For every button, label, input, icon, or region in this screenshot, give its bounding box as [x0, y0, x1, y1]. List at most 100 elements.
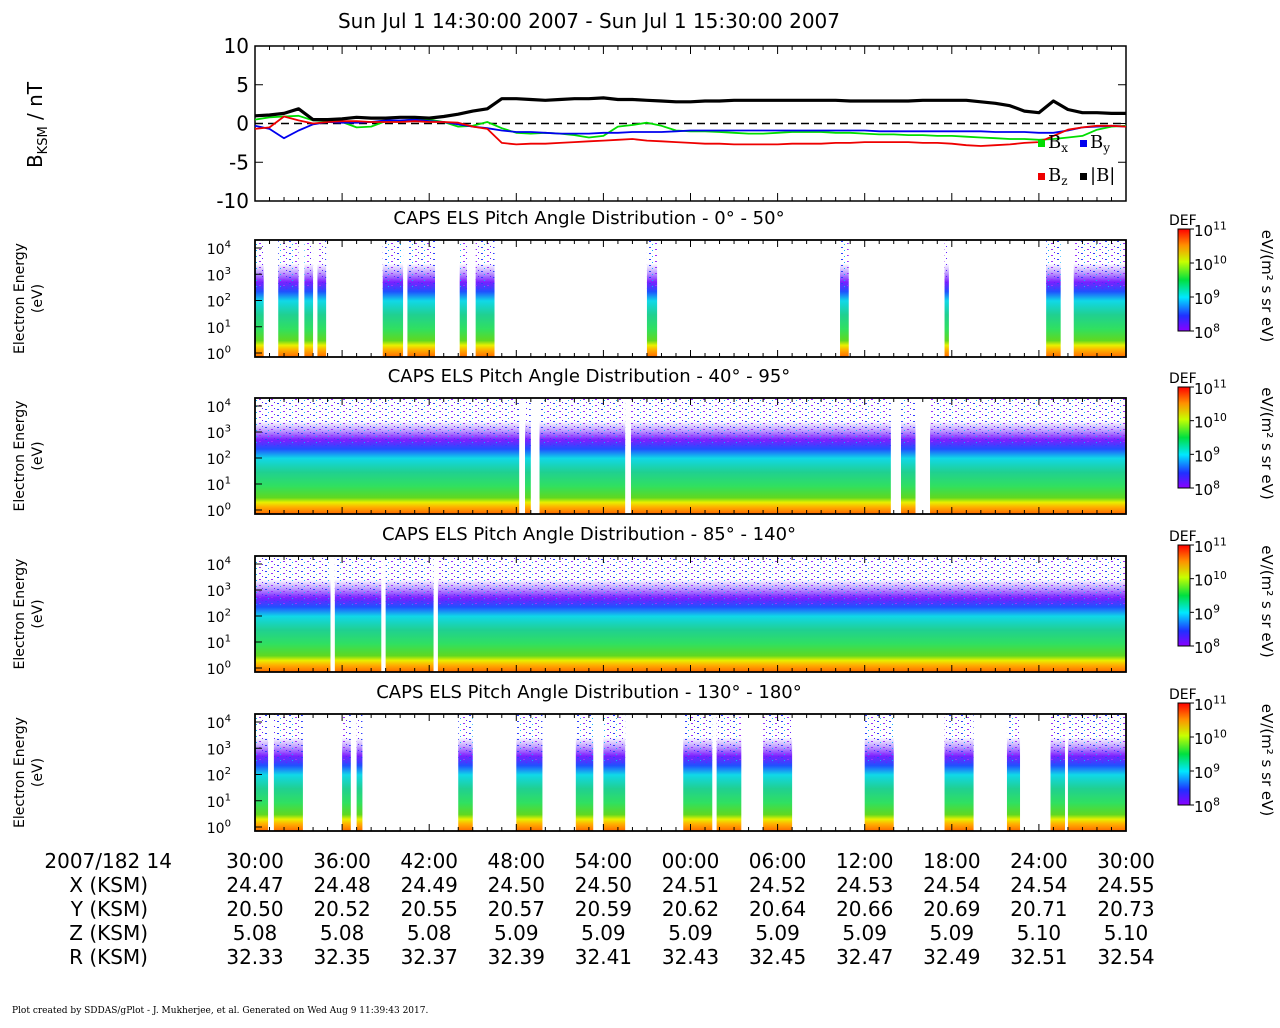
colorbar-tick-label-base: 10	[1194, 730, 1213, 748]
data-block-speckle	[382, 240, 404, 290]
energy-tick-label-exp: 3	[225, 740, 231, 751]
data-block	[944, 240, 949, 357]
energy-tick-label-exp: 0	[225, 345, 231, 356]
energy-tick-label-base: 10	[207, 742, 225, 758]
data-block	[646, 240, 658, 357]
data-block	[304, 240, 314, 357]
colorbar-tick-label: 1010	[1194, 253, 1227, 274]
legend-bx-sub: x	[1061, 141, 1068, 155]
plot-title: Sun Jul 1 14:30:00 2007 - Sun Jul 1 15:3…	[338, 9, 840, 33]
ephemeris-value: 32.35	[313, 945, 370, 969]
colorbar-unit-label: eV/(m² s sr eV)	[1258, 704, 1276, 816]
colorbar-def-label: DEF	[1169, 529, 1197, 545]
ylabel-line-1: Electron Energy	[12, 559, 28, 670]
energy-tick-label-exp: 4	[225, 398, 231, 409]
time-label: 42:00	[400, 849, 458, 873]
energy-tick-label-base: 10	[207, 400, 225, 416]
legend-bz-base: B	[1048, 165, 1061, 186]
data-block	[525, 398, 531, 514]
ephemeris-value: 24.51	[662, 873, 719, 897]
energy-tick-label-base: 10	[207, 795, 225, 811]
colorbar-tick-label: 1010	[1194, 727, 1227, 748]
colorbar-tick-label-exp: 9	[1213, 445, 1220, 458]
energy-tick-label-base: 10	[207, 268, 225, 284]
legend-label-by: By	[1090, 132, 1110, 155]
mag-ytick-label: -5	[229, 150, 249, 174]
colorbar-tick-label-exp: 9	[1213, 761, 1220, 774]
spectrogram-panels: CAPS ELS Pitch Angle Distribution - 0° -…	[12, 208, 1276, 837]
colorbar-tick-label-exp: 8	[1213, 795, 1220, 808]
time-label: 12:00	[836, 849, 894, 873]
ephemeris-value: 20.73	[1097, 897, 1154, 921]
ephemeris-value: 20.59	[575, 897, 632, 921]
energy-tick-label-exp: 2	[225, 608, 231, 619]
ephemeris-value: 32.33	[226, 945, 283, 969]
spectrogram-ylabel: Electron Energy (eV)	[12, 717, 46, 828]
legend-bmag-base: |B|	[1090, 165, 1115, 186]
ephemeris-value: 5.09	[581, 921, 626, 945]
colorbar-tick-label-base: 10	[1194, 380, 1213, 398]
energy-tick-label: 104	[207, 398, 231, 416]
colorbar-tick-label: 108	[1194, 636, 1220, 657]
colorbar-tick-label-exp: 8	[1213, 636, 1220, 649]
data-block	[317, 240, 327, 357]
spectrogram-title-3: CAPS ELS Pitch Angle Distribution - 85° …	[382, 524, 796, 545]
time-label: 30:00	[226, 849, 284, 873]
energy-tick-label-base: 10	[207, 636, 225, 652]
ephemeris-row-label: R (KSM)	[69, 945, 148, 969]
ephemeris-value: 20.55	[401, 897, 458, 921]
mag-ytick-label: 0	[236, 112, 249, 136]
colorbar-tick-label-exp: 11	[1213, 693, 1227, 706]
energy-tick-label: 104	[207, 556, 231, 574]
time-label: 24:00	[1010, 849, 1068, 873]
colorbar-tick-label-exp: 11	[1213, 377, 1227, 390]
ephemeris-value: 20.57	[488, 897, 545, 921]
ephemeris-value: 32.45	[749, 945, 806, 969]
energy-tick-label-base: 10	[207, 242, 225, 258]
legend-swatch-bz	[1038, 173, 1045, 180]
energy-tick-label: 101	[207, 634, 231, 652]
colorbar-tick-label-base: 10	[1194, 414, 1213, 432]
ylabel-line-2: (eV)	[30, 441, 46, 470]
ephemeris-value: 32.54	[1097, 945, 1154, 969]
data-block-speckle	[630, 398, 891, 447]
colorbar-tick-label: 109	[1194, 287, 1220, 308]
colorbar-tick-label-exp: 9	[1213, 287, 1220, 300]
ephemeris-value: 24.52	[749, 873, 806, 897]
energy-tick-label: 101	[207, 318, 231, 336]
ephemeris-value: 5.08	[233, 921, 278, 945]
data-block-speckle	[278, 240, 299, 290]
legend-swatch-by	[1080, 140, 1087, 147]
colorbar-tick-label: 1010	[1194, 569, 1227, 590]
colorbar-tick-label-base: 10	[1194, 222, 1213, 240]
colorbar-tick-label: 1010	[1194, 411, 1227, 432]
legend-by-sub: y	[1102, 141, 1110, 155]
ephemeris-value: 5.09	[842, 921, 887, 945]
spectrogram-panel-2: CAPS ELS Pitch Angle Distribution - 40° …	[12, 366, 1276, 520]
colorbar-tick-label-base: 10	[1194, 798, 1213, 816]
energy-tick-label-base: 10	[207, 295, 225, 311]
mag-ylabel: BKSM / nT	[23, 81, 51, 168]
legend-swatch-bx	[1038, 140, 1045, 147]
colorbar	[1177, 228, 1191, 332]
mag-ytick-label: 5	[236, 73, 249, 97]
data-block-speckle	[539, 398, 626, 447]
energy-tick-label: 103	[207, 424, 231, 442]
colorbar-tick-label: 109	[1194, 445, 1220, 466]
ephemeris-value: 32.39	[488, 945, 545, 969]
colorbar-tick-label: 108	[1194, 478, 1220, 499]
data-block-speckle	[525, 398, 531, 447]
ylabel-line-2: (eV)	[30, 599, 46, 628]
energy-tick-label-base: 10	[207, 584, 225, 600]
spectrogram-title-1: CAPS ELS Pitch Angle Distribution - 0° -…	[393, 208, 784, 229]
data-block-speckle	[1046, 240, 1061, 290]
energy-tick-label-exp: 4	[225, 556, 231, 567]
energy-tick-label-base: 10	[207, 716, 225, 732]
date-label: 2007/182 14	[44, 849, 172, 873]
ephemeris-value: 32.49	[923, 945, 980, 969]
data-block-speckle	[475, 240, 495, 290]
ephemeris-value: 20.71	[1010, 897, 1067, 921]
energy-tick-label: 102	[207, 292, 231, 310]
time-label: 48:00	[487, 849, 545, 873]
data-block-speckle	[646, 240, 658, 290]
